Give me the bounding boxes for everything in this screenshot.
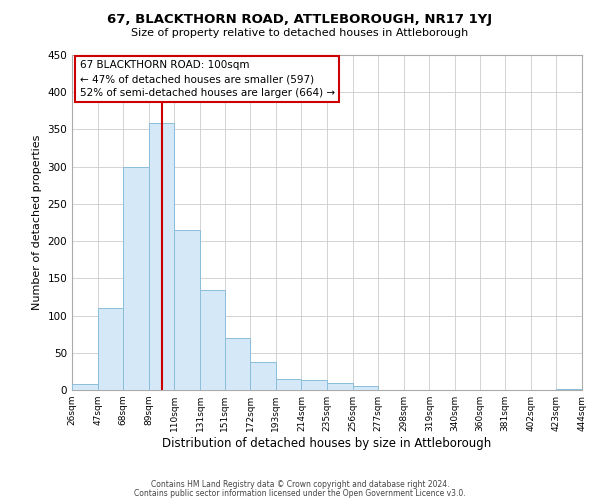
Bar [353,386,378,390]
Text: Contains HM Land Registry data © Crown copyright and database right 2024.: Contains HM Land Registry data © Crown c… [151,480,449,489]
Bar [149,124,175,390]
Text: 67 BLACKTHORN ROAD: 100sqm
← 47% of detached houses are smaller (597)
52% of sem: 67 BLACKTHORN ROAD: 100sqm ← 47% of deta… [80,60,335,98]
Bar [556,388,582,390]
Bar [175,230,200,390]
Bar [123,166,149,390]
Bar [301,380,327,390]
Text: Contains public sector information licensed under the Open Government Licence v3: Contains public sector information licen… [134,488,466,498]
Bar [250,362,276,390]
Bar [200,290,224,390]
Bar [72,384,98,390]
Text: Size of property relative to detached houses in Attleborough: Size of property relative to detached ho… [131,28,469,38]
X-axis label: Distribution of detached houses by size in Attleborough: Distribution of detached houses by size … [163,437,491,450]
Bar [327,382,353,390]
Text: 67, BLACKTHORN ROAD, ATTLEBOROUGH, NR17 1YJ: 67, BLACKTHORN ROAD, ATTLEBOROUGH, NR17 … [107,12,493,26]
Y-axis label: Number of detached properties: Number of detached properties [32,135,42,310]
Bar [98,308,123,390]
Bar [224,338,250,390]
Bar [276,379,301,390]
